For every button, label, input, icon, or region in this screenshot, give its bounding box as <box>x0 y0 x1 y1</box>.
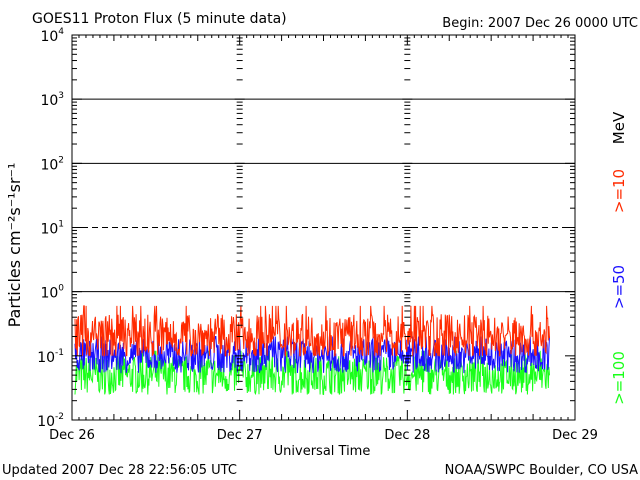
chart-title: GOES11 Proton Flux (5 minute data) <box>32 11 287 27</box>
x-tick-label: Dec 26 <box>49 428 95 443</box>
y-tick-label: 104 <box>40 27 64 45</box>
x-axis-title: Universal Time <box>274 444 371 459</box>
credit-text: NOAA/SWPC Boulder, CO USA <box>445 463 638 478</box>
y-tick-labels: 10-2 10-1 100 101 102 103 104 <box>37 27 64 430</box>
reference-lines <box>72 98 575 293</box>
legend-entry: >=10 <box>610 169 628 213</box>
y-axis-ticks <box>72 34 575 421</box>
legend-unit: MeV <box>610 111 628 144</box>
x-tick-label: Dec 28 <box>384 428 430 443</box>
legend-entry: >=100 <box>610 351 628 405</box>
y-tick-label: 101 <box>40 220 64 238</box>
y-tick-label: 10-1 <box>37 348 64 366</box>
updated-time: Updated 2007 Dec 28 22:56:05 UTC <box>2 463 237 478</box>
legend-entry: >=50 <box>610 265 628 309</box>
x-tick-labels: Dec 26 Dec 27 Dec 28 Dec 29 <box>49 428 598 443</box>
x-tick-label: Dec 27 <box>217 428 263 443</box>
plot-frame <box>71 34 576 421</box>
series-line-ge10 <box>74 305 550 358</box>
y-axis-title: Particles cm⁻²s⁻¹sr⁻¹ <box>5 163 24 328</box>
y-tick-label: 100 <box>40 284 64 302</box>
legend: MeV >=10 >=50 >=100 <box>610 111 628 405</box>
begin-time: Begin: 2007 Dec 26 0000 UTC <box>442 16 638 31</box>
series-line-ge50 <box>74 336 550 374</box>
y-tick-label: 103 <box>40 91 64 109</box>
data-series <box>74 305 550 396</box>
x-tick-label: Dec 29 <box>552 428 598 443</box>
y-tick-label: 102 <box>40 155 64 173</box>
y-tick-label: 10-2 <box>37 412 64 430</box>
